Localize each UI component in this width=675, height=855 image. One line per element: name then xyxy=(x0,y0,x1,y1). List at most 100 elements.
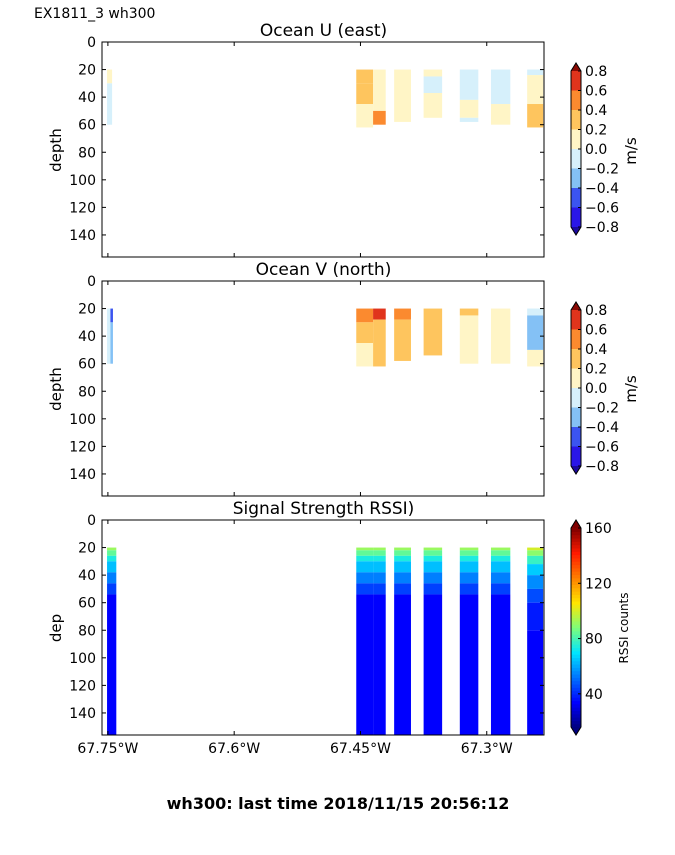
colorbar-segment xyxy=(571,637,581,642)
data-cell xyxy=(423,583,443,595)
colorbar-segment xyxy=(571,577,581,582)
colorbar-segment xyxy=(571,594,581,599)
data-cell xyxy=(356,561,374,573)
data-cell xyxy=(356,550,374,556)
y-tick-label: 0 xyxy=(87,513,96,529)
data-cell xyxy=(394,561,411,573)
y-tick-label: 100 xyxy=(69,173,96,189)
colorbar-segment xyxy=(571,644,581,648)
data-cell xyxy=(459,308,479,316)
data-cell xyxy=(373,547,386,551)
colorbar-extend-bottom xyxy=(571,727,581,735)
colorbar-segment xyxy=(571,149,581,169)
colorbar-segment xyxy=(571,670,581,675)
colorbar-segment xyxy=(571,693,581,698)
colorbar-segment xyxy=(571,677,581,682)
colorbar-tick-label: −0.4 xyxy=(585,420,619,436)
data-cell xyxy=(490,583,511,595)
data-cell xyxy=(394,550,411,556)
colorbar-segment xyxy=(571,614,581,619)
panel-u: Ocean U (east) depth m/s 0 20 40 60 80 100 120… xyxy=(47,21,640,258)
panel-rssi-colorbar-label: RSSI counts xyxy=(617,592,631,663)
panel-v-ylabel: depth xyxy=(47,367,65,411)
colorbar-segment xyxy=(571,710,581,715)
panel-u-ylabel: depth xyxy=(47,128,65,172)
panel-u-title: Ocean U (east) xyxy=(260,21,387,41)
colorbar-segment xyxy=(571,720,581,725)
data-cell xyxy=(459,594,479,735)
colorbar-segment xyxy=(571,667,581,672)
colorbar-segment xyxy=(571,620,581,625)
colorbar-segment xyxy=(571,557,581,562)
data-cell xyxy=(356,308,374,323)
data-cell xyxy=(490,555,511,562)
data-cell xyxy=(110,308,113,323)
colorbar-segment xyxy=(571,700,581,705)
data-cell xyxy=(527,630,544,735)
data-cell xyxy=(394,555,411,562)
data-cell xyxy=(423,69,443,77)
colorbar-segment xyxy=(571,528,581,532)
footer-caption: wh300: last time 2018/11/15 20:56:12 xyxy=(167,794,510,813)
colorbar-segment xyxy=(571,680,581,685)
colorbar-segment xyxy=(571,607,581,612)
data-cell xyxy=(459,572,479,584)
data-cell xyxy=(527,564,544,576)
panel-rssi-ylabel: dep xyxy=(47,614,65,642)
colorbar-segment xyxy=(571,587,581,592)
colorbar-segment xyxy=(571,591,581,595)
colorbar-extend-bottom xyxy=(571,466,581,474)
colorbar-segment xyxy=(571,537,581,542)
data-cell xyxy=(527,308,544,316)
colorbar-segment xyxy=(571,663,581,668)
y-tick-label: 0 xyxy=(87,274,96,290)
y-tick-label: 20 xyxy=(78,302,96,318)
colorbar-segment xyxy=(571,630,581,635)
data-cell xyxy=(423,76,443,93)
y-tick-label: 140 xyxy=(69,467,96,483)
data-cell xyxy=(107,83,113,125)
colorbar-segment xyxy=(571,673,581,678)
panel-rssi-title: Signal Strength RSSI) xyxy=(233,499,415,519)
colorbar-segment xyxy=(571,634,581,639)
colorbar-segment xyxy=(571,610,581,615)
colorbar-segment xyxy=(571,690,581,695)
colorbar-extend-top xyxy=(571,63,581,71)
colorbar-tick-label: 40 xyxy=(585,687,603,703)
y-tick-label: 140 xyxy=(69,706,96,722)
colorbar-tick-label: −0.8 xyxy=(585,459,619,475)
colorbar-tick-label: 0.4 xyxy=(585,342,607,358)
colorbar-segment xyxy=(571,368,581,388)
colorbar-segment xyxy=(571,567,581,572)
y-tick-label: 120 xyxy=(69,678,96,694)
data-cell xyxy=(527,349,544,367)
colorbar-segment xyxy=(571,597,581,602)
data-cell xyxy=(107,594,117,735)
y-tick-label: 120 xyxy=(69,200,96,216)
colorbar-tick-label: 0.0 xyxy=(585,142,607,158)
colorbar-tick-label: 0.6 xyxy=(585,84,607,100)
colorbar-segment xyxy=(571,561,581,566)
data-cell xyxy=(373,319,386,367)
data-cell xyxy=(490,572,511,584)
colorbar-segment xyxy=(571,657,581,662)
data-cell xyxy=(490,547,511,551)
axes-frame xyxy=(101,519,545,736)
data-cell xyxy=(423,594,443,735)
data-cell xyxy=(490,594,511,735)
axes-frame xyxy=(101,41,545,258)
colorbar-segment xyxy=(571,687,581,692)
data-cell xyxy=(490,104,511,125)
colorbar-segment xyxy=(571,617,581,622)
data-cell xyxy=(490,69,511,105)
data-cell xyxy=(356,572,374,584)
colorbar-segment xyxy=(571,624,581,629)
colorbar-segment xyxy=(571,551,581,556)
y-tick-label: 60 xyxy=(78,596,96,612)
colorbar-segment xyxy=(571,703,581,708)
y-tick-label: 60 xyxy=(78,357,96,373)
colorbar-tick-label: 0.2 xyxy=(585,123,607,139)
colorbar-segment xyxy=(571,600,581,605)
colorbar-tick-label: −0.8 xyxy=(585,220,619,236)
colorbar-segment xyxy=(571,660,581,665)
